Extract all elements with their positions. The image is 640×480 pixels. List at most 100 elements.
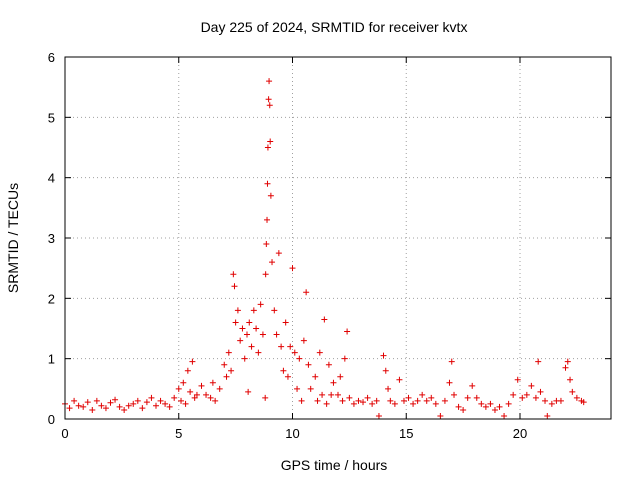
data-point [130, 400, 137, 407]
y-tick-label: 6 [48, 50, 55, 65]
data-point [267, 138, 274, 145]
data-point [323, 400, 330, 407]
data-point [265, 96, 272, 103]
data-point [212, 397, 219, 404]
data-point [387, 397, 394, 404]
data-point [102, 405, 109, 412]
data-point [246, 319, 253, 326]
data-point [487, 400, 494, 407]
data-point [405, 394, 412, 401]
data-point [382, 367, 389, 374]
data-point [391, 400, 398, 407]
data-point [267, 192, 274, 199]
data-point [271, 307, 278, 314]
data-point [248, 343, 255, 350]
data-point [478, 400, 485, 407]
data-point [364, 394, 371, 401]
data-point [209, 379, 216, 386]
data-point [307, 385, 314, 392]
data-point [564, 358, 571, 365]
data-point [305, 361, 312, 368]
data-point [280, 367, 287, 374]
data-point [264, 216, 271, 223]
data-point [116, 403, 123, 410]
data-point [263, 241, 270, 248]
data-point [337, 373, 344, 380]
data-point [441, 397, 448, 404]
data-point [335, 391, 341, 398]
x-tick-label: 15 [399, 426, 413, 441]
data-point [448, 358, 455, 365]
data-point [231, 283, 238, 290]
data-point [157, 397, 164, 404]
data-point [303, 289, 310, 296]
data-point [346, 394, 353, 401]
data-point [501, 412, 508, 419]
data-point [259, 331, 266, 338]
data-point [375, 412, 382, 419]
data-point [89, 406, 96, 413]
data-point [80, 403, 87, 410]
data-point [148, 394, 155, 401]
data-point [275, 250, 282, 257]
data-point [175, 385, 182, 392]
data-point [542, 397, 549, 404]
data-point [273, 331, 280, 338]
data-point [573, 394, 580, 401]
data-point [187, 388, 194, 395]
data-point [385, 385, 392, 392]
data-point [532, 394, 539, 401]
data-point [262, 271, 269, 278]
data-point [257, 301, 264, 308]
data-point [216, 385, 223, 392]
data-point [184, 367, 191, 374]
data-point [557, 397, 564, 404]
data-point [182, 400, 189, 407]
data-point [207, 394, 214, 401]
ticks-layer [64, 56, 611, 420]
data-point [262, 394, 269, 401]
data-point [380, 352, 387, 359]
data-point [548, 400, 555, 407]
data-point [71, 397, 78, 404]
data-point [153, 402, 159, 409]
y-tick-label: 1 [48, 352, 55, 367]
data-point [339, 397, 346, 404]
data-point [253, 325, 260, 332]
data-point [143, 399, 150, 406]
data-point [225, 349, 232, 356]
data-point [567, 376, 574, 383]
data-point [191, 394, 198, 401]
data-point [344, 328, 351, 335]
data-point [316, 349, 323, 356]
data-point [469, 382, 476, 389]
x-tick-label: 5 [175, 426, 182, 441]
data-point [171, 394, 178, 401]
data-point [269, 259, 276, 266]
data-point [328, 391, 335, 398]
data-point [180, 379, 187, 386]
data-point [98, 402, 105, 409]
x-tick-label: 10 [285, 426, 299, 441]
data-point [455, 403, 462, 410]
data-point [107, 399, 114, 406]
data-point [350, 400, 357, 407]
data-point [198, 382, 205, 389]
data-point [580, 399, 587, 406]
data-point [414, 397, 421, 404]
data-point [282, 319, 289, 326]
data-point [428, 394, 435, 401]
data-point [93, 397, 100, 404]
data-point [278, 343, 285, 350]
data-point [528, 382, 535, 389]
data-point [464, 394, 471, 401]
data-point [221, 361, 228, 368]
data-point [203, 391, 210, 398]
data-point [296, 355, 303, 362]
data-point [84, 399, 91, 406]
data-point [355, 397, 362, 404]
data-point [446, 379, 453, 386]
data-point [266, 102, 273, 109]
data-point [569, 388, 576, 395]
data-point [523, 391, 530, 398]
